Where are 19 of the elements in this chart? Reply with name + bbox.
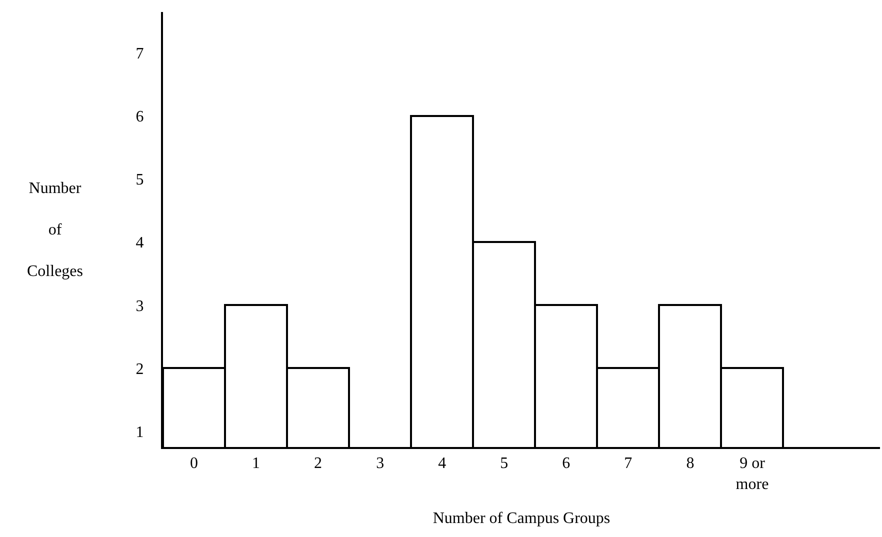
y-tick-label: 3 xyxy=(136,298,144,315)
x-tick-label: 9 or more xyxy=(736,455,769,493)
x-tick-label: 3 xyxy=(376,455,384,472)
x-tick-label: 4 xyxy=(438,455,446,472)
y-tick-label: 7 xyxy=(136,46,144,63)
x-tick-label: 5 xyxy=(500,455,508,472)
x-tick-label: 2 xyxy=(314,455,322,472)
text: Number of Colleges xyxy=(27,180,83,280)
x-axis-title: Number of Campus Groups xyxy=(432,510,610,528)
x-tick-label: 6 xyxy=(562,455,570,472)
y-tick-label: 5 xyxy=(136,172,144,189)
y-tick-label: 1 xyxy=(136,424,144,441)
y-tick-label: 2 xyxy=(136,360,144,378)
x-tick-label: 1 xyxy=(252,455,260,472)
x-tick-label: 8 xyxy=(686,455,694,472)
x-tick-label: 7 xyxy=(624,455,632,472)
y-tick-label: 4 xyxy=(136,234,144,252)
y-tick-label: 6 xyxy=(136,108,144,126)
x-tick-label: 0 xyxy=(190,455,198,472)
